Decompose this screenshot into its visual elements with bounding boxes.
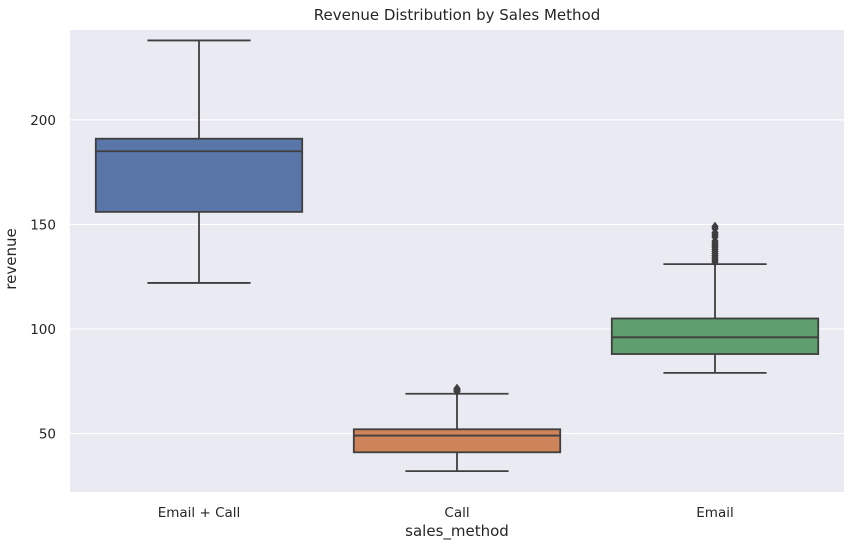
x-tick-label: Email + Call	[158, 505, 241, 521]
y-tick-label: 200	[30, 113, 56, 129]
box	[610, 317, 820, 355]
y-tick-label: 50	[39, 426, 56, 442]
x-tick-label: Call	[444, 505, 469, 521]
y-tick-label: 150	[30, 217, 56, 233]
box	[94, 137, 304, 213]
x-tick-label: Email	[696, 505, 733, 521]
y-tick-label: 100	[30, 322, 56, 338]
outlier-point	[453, 383, 461, 394]
x-axis-label: sales_method	[405, 522, 509, 540]
chart-title: Revenue Distribution by Sales Method	[313, 6, 601, 24]
box	[352, 428, 562, 454]
outlier-point	[711, 221, 719, 232]
